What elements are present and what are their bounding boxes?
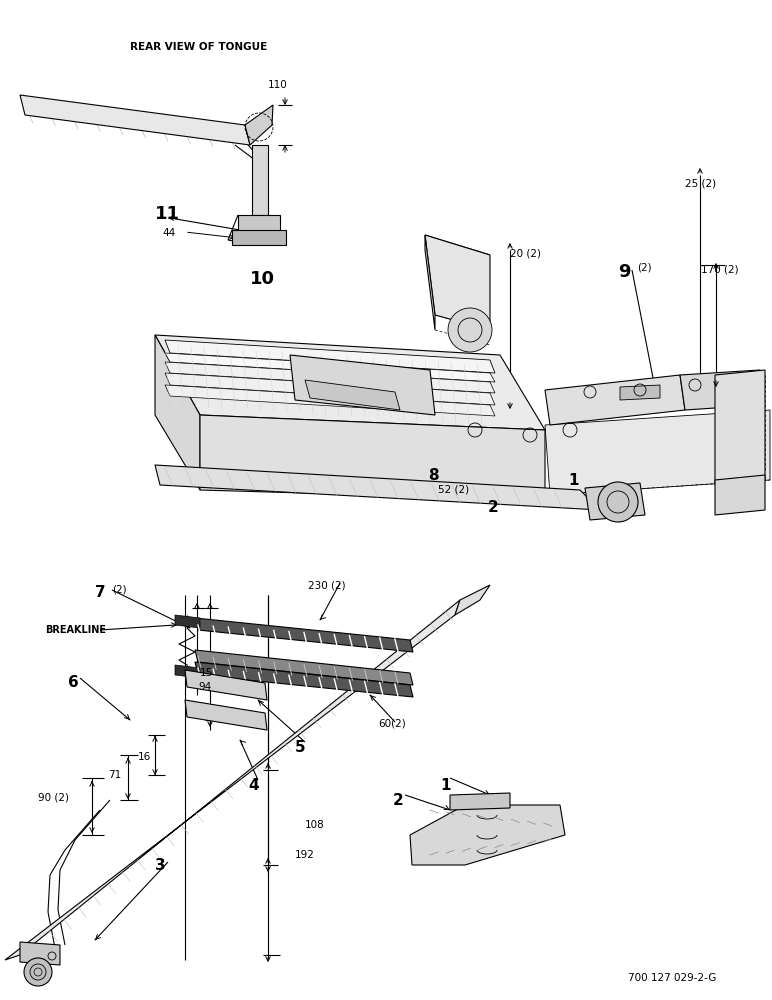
Polygon shape — [252, 145, 268, 215]
Polygon shape — [410, 805, 565, 865]
Text: 108: 108 — [305, 820, 325, 830]
Polygon shape — [20, 95, 250, 145]
Polygon shape — [238, 215, 280, 232]
Polygon shape — [20, 942, 60, 965]
Text: BREAKLINE: BREAKLINE — [45, 625, 106, 635]
Polygon shape — [305, 380, 400, 410]
Text: 1: 1 — [440, 778, 451, 793]
Polygon shape — [165, 340, 495, 373]
Text: 20 (2): 20 (2) — [510, 248, 541, 258]
Polygon shape — [425, 235, 490, 330]
Text: 15: 15 — [200, 668, 213, 678]
Polygon shape — [5, 600, 460, 960]
Polygon shape — [585, 483, 645, 520]
Circle shape — [24, 958, 52, 986]
Polygon shape — [195, 650, 413, 685]
Text: 2: 2 — [488, 500, 499, 515]
Text: 700 127 029-2-G: 700 127 029-2-G — [628, 973, 716, 983]
Polygon shape — [155, 335, 545, 430]
Polygon shape — [245, 105, 273, 145]
Polygon shape — [680, 370, 760, 410]
Polygon shape — [450, 793, 510, 810]
Text: 71: 71 — [108, 770, 121, 780]
Text: 230 (2): 230 (2) — [308, 580, 346, 590]
Text: 94: 94 — [198, 682, 212, 692]
Polygon shape — [455, 585, 490, 615]
Polygon shape — [155, 465, 600, 510]
Text: 5: 5 — [295, 740, 306, 755]
Text: 10: 10 — [250, 270, 275, 288]
Text: 44: 44 — [162, 228, 175, 238]
Text: 1: 1 — [568, 473, 578, 488]
Polygon shape — [185, 700, 267, 730]
Text: 9: 9 — [618, 263, 631, 281]
Polygon shape — [195, 662, 413, 697]
Polygon shape — [715, 370, 765, 485]
Text: 8: 8 — [428, 468, 438, 483]
Polygon shape — [290, 355, 435, 415]
Circle shape — [448, 308, 492, 352]
Polygon shape — [175, 665, 200, 678]
Polygon shape — [155, 335, 200, 490]
Polygon shape — [545, 410, 770, 495]
Polygon shape — [200, 415, 545, 500]
Text: 2: 2 — [393, 793, 404, 808]
Polygon shape — [620, 385, 660, 400]
Polygon shape — [195, 618, 413, 652]
Polygon shape — [545, 375, 685, 425]
Text: 60(2): 60(2) — [378, 718, 406, 728]
Polygon shape — [185, 670, 267, 700]
Text: 7: 7 — [95, 585, 106, 600]
Polygon shape — [165, 362, 495, 393]
Text: 110: 110 — [268, 80, 288, 90]
Text: 170 (2): 170 (2) — [701, 265, 739, 275]
Polygon shape — [165, 353, 495, 382]
Text: 3: 3 — [155, 858, 166, 873]
Text: (2): (2) — [112, 585, 127, 595]
Polygon shape — [715, 475, 765, 515]
Polygon shape — [425, 235, 435, 330]
Circle shape — [598, 482, 638, 522]
Polygon shape — [165, 373, 495, 405]
Text: 192: 192 — [295, 850, 315, 860]
Polygon shape — [232, 230, 286, 245]
Text: 25 (2): 25 (2) — [685, 178, 716, 188]
Polygon shape — [175, 615, 200, 628]
Text: 4: 4 — [248, 778, 259, 793]
Text: 6: 6 — [68, 675, 79, 690]
Polygon shape — [165, 385, 495, 416]
Text: 11: 11 — [155, 205, 180, 223]
Text: (2): (2) — [637, 263, 652, 273]
Text: 16: 16 — [138, 752, 151, 762]
Text: REAR VIEW OF TONGUE: REAR VIEW OF TONGUE — [130, 42, 267, 52]
Text: 90 (2): 90 (2) — [38, 793, 69, 803]
Text: 52 (2): 52 (2) — [438, 485, 469, 495]
